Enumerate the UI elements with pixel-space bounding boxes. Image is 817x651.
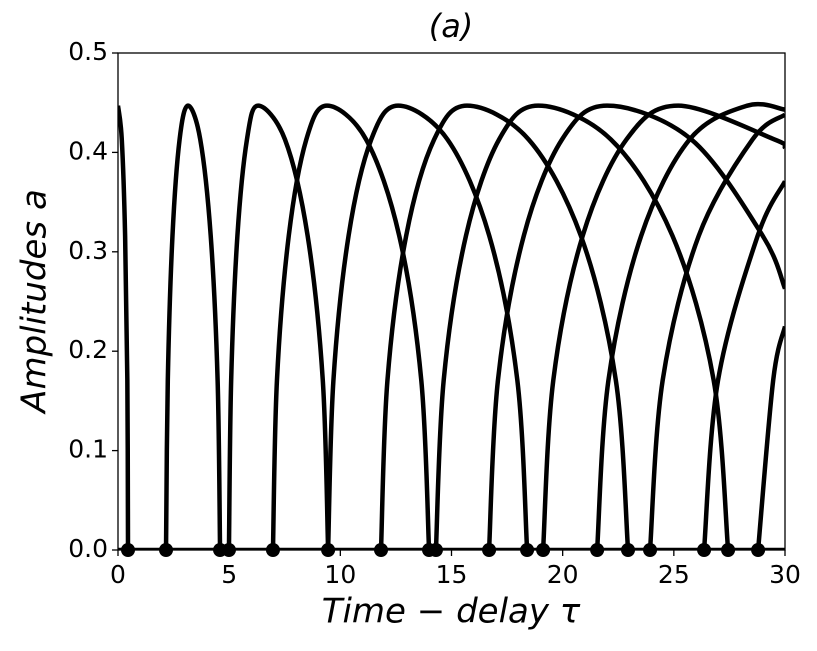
amplitude-branch [378,103,631,550]
amplitude-branch [433,103,731,550]
x-tick-label: 15 [436,560,468,589]
amplitude-branch [701,180,785,550]
bifurcation-point [374,543,389,557]
bifurcation-point [697,543,712,557]
bifurcation-point [159,543,174,557]
plot-area [118,101,785,550]
y-tick-label: 0.1 [68,435,108,464]
bifurcation-point [751,543,766,557]
amplitude-branch [647,112,785,550]
amplitude-branch [270,103,432,550]
y-tick-label: 0.2 [68,335,108,364]
x-tick-label: 25 [658,560,690,589]
y-tick-label: 0.4 [68,136,108,165]
x-tick-label: 5 [221,560,237,589]
bifurcation-point [221,543,236,557]
amplitude-branch [486,103,785,550]
bifurcation-point [121,543,136,557]
amplitude-branch [118,105,131,550]
x-tick-label: 0 [110,560,126,589]
bifurcation-point [520,543,535,557]
amplitude-branch [594,101,785,550]
bifurcation-point [643,543,658,557]
bifurcation-point [428,543,443,557]
bifurcation-point [321,543,336,557]
bifurcation-point [721,543,736,557]
amplitude-branch [755,325,785,550]
amplitude-branch [163,103,223,550]
x-tick-label: 20 [547,560,579,589]
y-axis-label: Amplitudes a [15,189,55,415]
y-tick-label: 0.0 [68,534,108,563]
x-tick-label: 30 [769,560,801,589]
amplitude-branch [226,103,331,550]
bifurcation-point [590,543,605,557]
amplitude-branch [325,103,530,550]
bifurcation-point [482,543,497,557]
chart-title: (a) [429,7,474,45]
bifurcation-point [536,543,551,557]
y-tick-label: 0.3 [68,236,108,265]
amplitude-branch [540,103,785,550]
x-tick-label: 10 [324,560,356,589]
bifurcation-point [265,543,280,557]
y-tick-label: 0.5 [68,37,108,66]
bifurcation-point [621,543,636,557]
x-axis-label: Time − delay τ [322,592,581,632]
